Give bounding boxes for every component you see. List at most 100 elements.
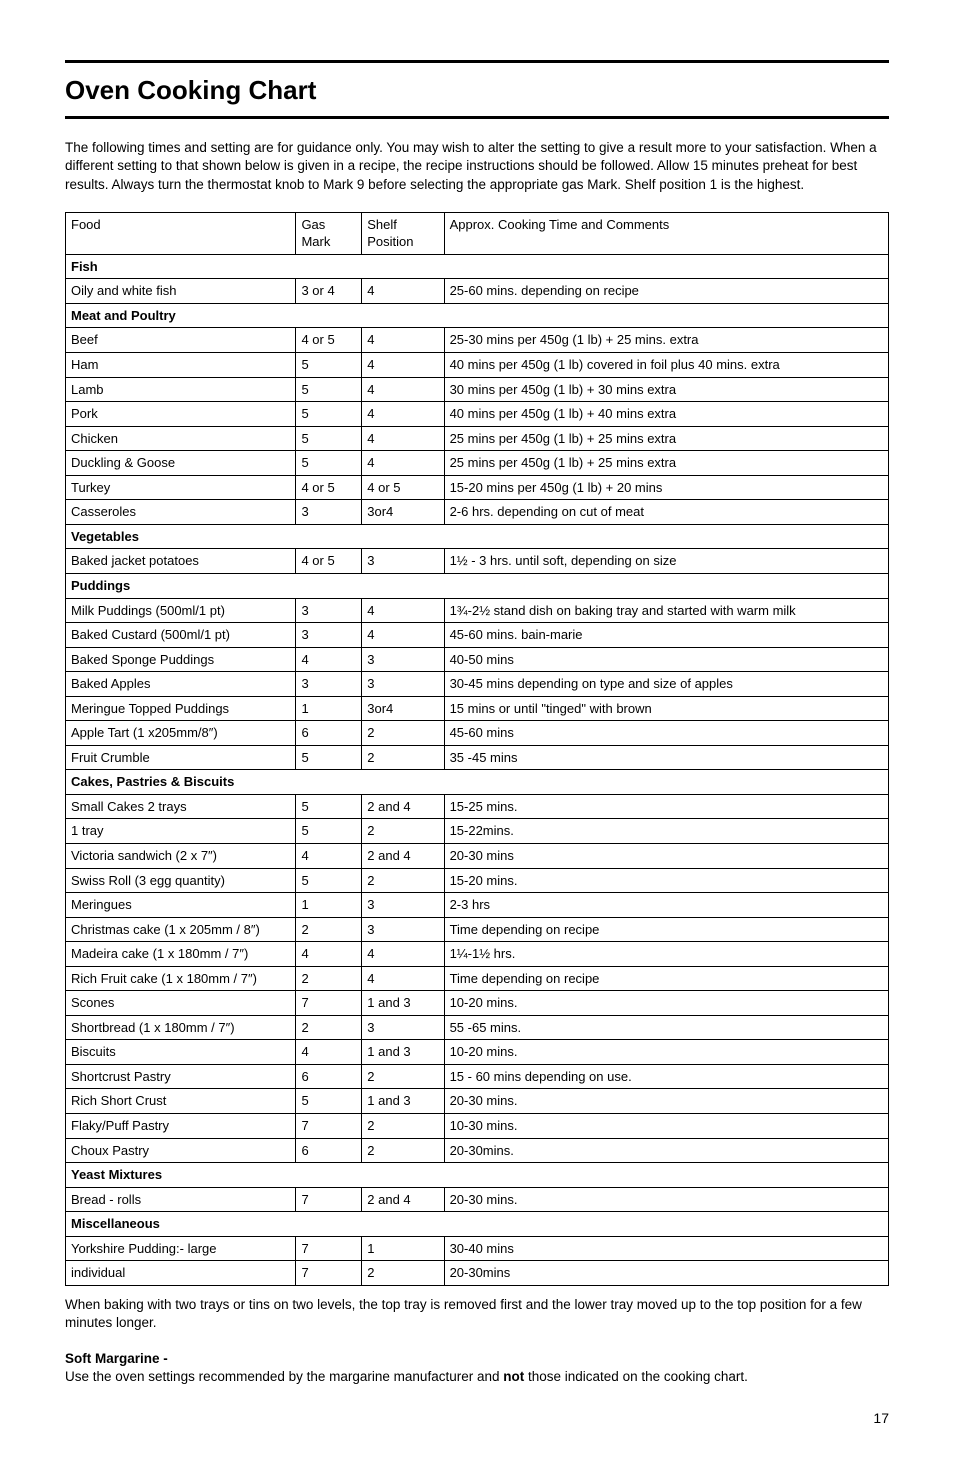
cell-food: Oily and white fish — [66, 279, 296, 304]
table-row: Baked Apples3330-45 mins depending on ty… — [66, 672, 889, 697]
cell-gas: 7 — [296, 1236, 362, 1261]
table-row: Biscuits41 and 310-20 mins. — [66, 1040, 889, 1065]
cell-food: Apple Tart (1 x205mm/8″) — [66, 721, 296, 746]
cell-gas: 4 — [296, 942, 362, 967]
table-row: Baked jacket potatoes4 or 531½ - 3 hrs. … — [66, 549, 889, 574]
soft-marg-post: those indicated on the cooking chart. — [524, 1369, 748, 1384]
cell-time: 1¼-1½ hrs. — [444, 942, 888, 967]
cell-time: 15-20 mins per 450g (1 lb) + 20 mins — [444, 475, 888, 500]
col-time-header: Approx. Cooking Time and Comments — [444, 212, 888, 254]
cell-food: Beef — [66, 328, 296, 353]
cell-gas: 7 — [296, 1113, 362, 1138]
page-number: 17 — [65, 1409, 889, 1428]
cell-food: Fruit Crumble — [66, 745, 296, 770]
cell-shelf: 1 and 3 — [362, 991, 444, 1016]
cell-time: 10-20 mins. — [444, 1040, 888, 1065]
cell-food: Meringue Topped Puddings — [66, 696, 296, 721]
table-row: Yorkshire Pudding:- large7130-40 mins — [66, 1236, 889, 1261]
cell-shelf: 3 — [362, 1015, 444, 1040]
cell-shelf: 2 — [362, 868, 444, 893]
cell-shelf: 2 — [362, 745, 444, 770]
cell-gas: 4 or 5 — [296, 549, 362, 574]
cell-time: Time depending on recipe — [444, 966, 888, 991]
cell-time: 25-30 mins per 450g (1 lb) + 25 mins. ex… — [444, 328, 888, 353]
section-row: Meat and Poultry — [66, 303, 889, 328]
cell-shelf: 3 — [362, 917, 444, 942]
soft-margarine-body: Use the oven settings recommended by the… — [65, 1368, 889, 1386]
cell-time: 15-25 mins. — [444, 794, 888, 819]
cell-shelf: 4 — [362, 623, 444, 648]
section-row: Cakes, Pastries & Biscuits — [66, 770, 889, 795]
cell-gas: 7 — [296, 1261, 362, 1286]
cell-shelf: 1 and 3 — [362, 1040, 444, 1065]
section-row: Puddings — [66, 573, 889, 598]
table-row: Swiss Roll (3 egg quantity)5215-20 mins. — [66, 868, 889, 893]
cell-time: 10-30 mins. — [444, 1113, 888, 1138]
cell-gas: 5 — [296, 353, 362, 378]
cell-shelf: 3 — [362, 549, 444, 574]
cell-food: Milk Puddings (500ml/1 pt) — [66, 598, 296, 623]
cell-shelf: 4 — [362, 353, 444, 378]
table-row: Scones71 and 310-20 mins. — [66, 991, 889, 1016]
cell-gas: 4 or 5 — [296, 475, 362, 500]
cell-shelf: 2 — [362, 1064, 444, 1089]
cell-gas: 2 — [296, 917, 362, 942]
soft-marg-pre: Use the oven settings recommended by the… — [65, 1369, 503, 1384]
table-row: Duckling & Goose5425 mins per 450g (1 lb… — [66, 451, 889, 476]
cell-shelf: 2 and 4 — [362, 843, 444, 868]
cooking-chart-table: Food Gas Mark Shelf Position Approx. Coo… — [65, 212, 889, 1286]
cell-gas: 4 or 5 — [296, 328, 362, 353]
cell-gas: 3 — [296, 623, 362, 648]
cell-shelf: 1 — [362, 1236, 444, 1261]
cell-food: Duckling & Goose — [66, 451, 296, 476]
intro-paragraph: The following times and setting are for … — [65, 139, 889, 194]
cell-gas: 5 — [296, 426, 362, 451]
cell-shelf: 4 — [362, 426, 444, 451]
cell-time: 20-30 mins. — [444, 1089, 888, 1114]
table-header-row: Food Gas Mark Shelf Position Approx. Coo… — [66, 212, 889, 254]
cell-time: 40 mins per 450g (1 lb) covered in foil … — [444, 353, 888, 378]
table-row: 1 tray5215-22mins. — [66, 819, 889, 844]
col-shelf-header: Shelf Position — [362, 212, 444, 254]
table-row: Chicken5425 mins per 450g (1 lb) + 25 mi… — [66, 426, 889, 451]
cell-food: Shortcrust Pastry — [66, 1064, 296, 1089]
cell-gas: 1 — [296, 696, 362, 721]
cell-gas: 4 — [296, 843, 362, 868]
cell-time: 20-30mins — [444, 1261, 888, 1286]
table-row: Casseroles33or42-6 hrs. depending on cut… — [66, 500, 889, 525]
cell-shelf: 4 — [362, 402, 444, 427]
table-row: Flaky/Puff Pastry7210-30 mins. — [66, 1113, 889, 1138]
cell-gas: 5 — [296, 1089, 362, 1114]
table-row: Milk Puddings (500ml/1 pt)341¾-2½ stand … — [66, 598, 889, 623]
table-row: Madeira cake (1 x 180mm / 7″)441¼-1½ hrs… — [66, 942, 889, 967]
table-row: Apple Tart (1 x205mm/8″)6245-60 mins — [66, 721, 889, 746]
table-row: Rich Fruit cake (1 x 180mm / 7″)24Time d… — [66, 966, 889, 991]
cell-food: Christmas cake (1 x 205mm / 8″) — [66, 917, 296, 942]
cell-shelf: 2 and 4 — [362, 794, 444, 819]
table-row: Baked Sponge Puddings4340-50 mins — [66, 647, 889, 672]
cell-food: Casseroles — [66, 500, 296, 525]
cell-time: 15-20 mins. — [444, 868, 888, 893]
cell-food: Choux Pastry — [66, 1138, 296, 1163]
cell-shelf: 4 — [362, 966, 444, 991]
cell-time: 2-6 hrs. depending on cut of meat — [444, 500, 888, 525]
section-label: Yeast Mixtures — [66, 1163, 889, 1188]
cell-shelf: 3 — [362, 893, 444, 918]
cell-food: Turkey — [66, 475, 296, 500]
table-row: Victoria sandwich (2 x 7″)42 and 420-30 … — [66, 843, 889, 868]
section-row: Miscellaneous — [66, 1212, 889, 1237]
cell-gas: 5 — [296, 402, 362, 427]
soft-margarine-title: Soft Margarine - — [65, 1350, 889, 1368]
cell-gas: 2 — [296, 1015, 362, 1040]
cell-food: Lamb — [66, 377, 296, 402]
col-food-header: Food — [66, 212, 296, 254]
cell-gas: 5 — [296, 868, 362, 893]
cell-gas: 6 — [296, 1138, 362, 1163]
table-row: Bread - rolls72 and 420-30 mins. — [66, 1187, 889, 1212]
cell-food: Baked jacket potatoes — [66, 549, 296, 574]
cell-time: 30-40 mins — [444, 1236, 888, 1261]
cell-time: 15-22mins. — [444, 819, 888, 844]
page-title: Oven Cooking Chart — [65, 73, 889, 108]
cell-food: Rich Fruit cake (1 x 180mm / 7″) — [66, 966, 296, 991]
cell-gas: 1 — [296, 893, 362, 918]
